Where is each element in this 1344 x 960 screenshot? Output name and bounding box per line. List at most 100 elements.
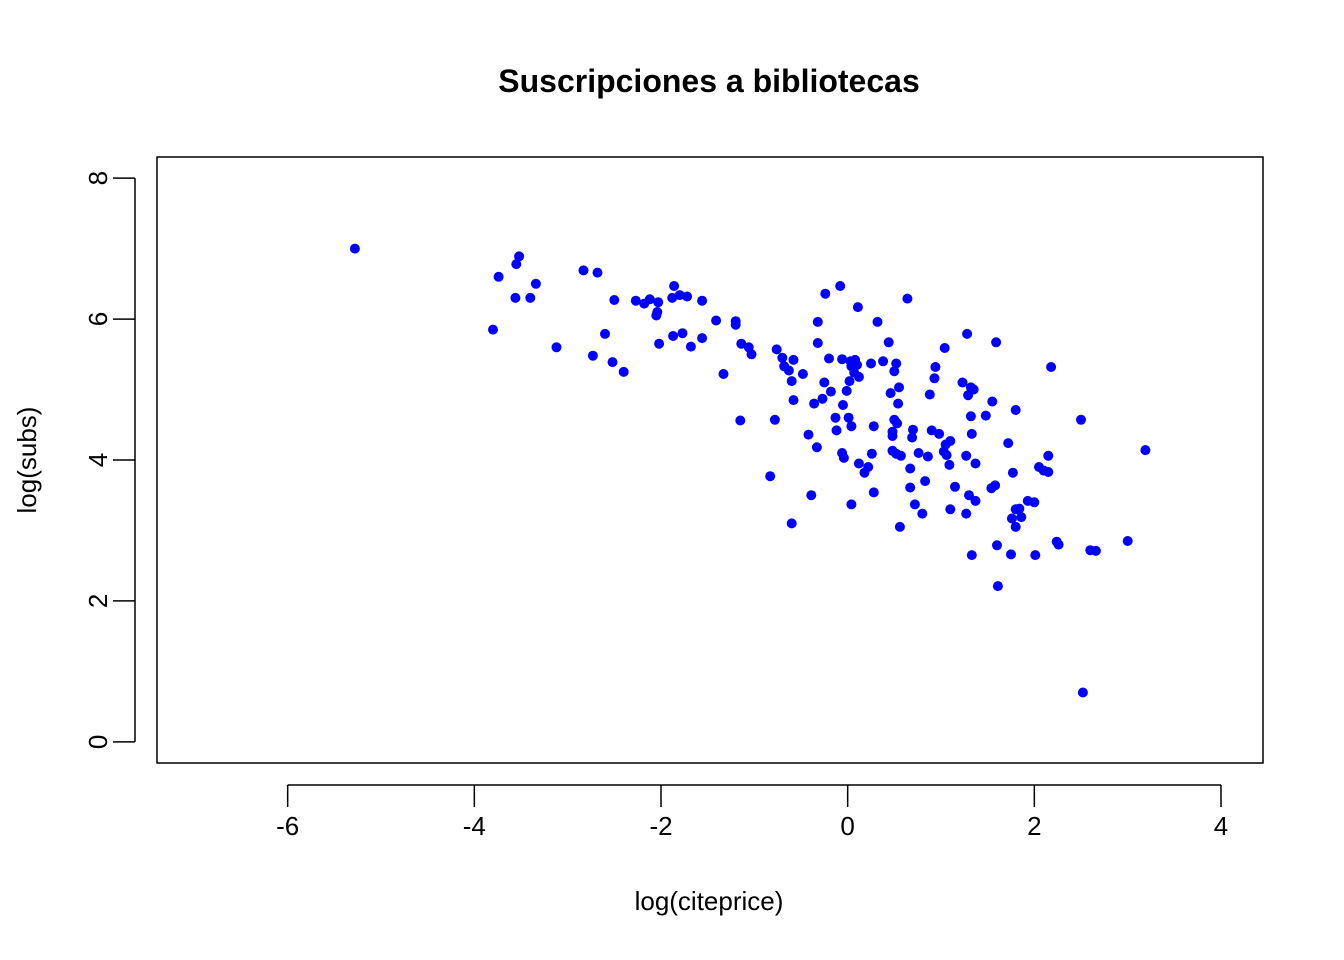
- data-point: [926, 425, 937, 436]
- data-point: [1006, 513, 1017, 524]
- data-point: [514, 251, 525, 262]
- data-point: [908, 424, 918, 435]
- data-point: [803, 429, 814, 440]
- data-point: [852, 359, 862, 370]
- data-point: [853, 458, 864, 469]
- data-point: [1010, 521, 1021, 532]
- data-point: [618, 366, 629, 377]
- data-point: [765, 471, 776, 482]
- data-point: [966, 428, 977, 439]
- data-point: [966, 550, 977, 561]
- data-point: [806, 490, 817, 501]
- data-point: [677, 328, 688, 339]
- x-tick-label: -6: [276, 811, 299, 841]
- data-point: [853, 371, 864, 382]
- data-point: [992, 540, 1002, 551]
- data-point: [941, 450, 952, 461]
- data-point: [736, 338, 747, 349]
- data-point: [866, 448, 877, 459]
- y-tick-label: 6: [83, 312, 113, 326]
- data-point: [812, 338, 823, 348]
- data-point: [992, 581, 1003, 592]
- data-point: [843, 412, 854, 423]
- y-tick-label: 8: [83, 171, 113, 185]
- chart-title: Suscripciones a bibliotecas: [498, 63, 919, 99]
- data-point: [907, 432, 918, 443]
- data-point: [811, 442, 822, 453]
- data-point: [872, 316, 883, 327]
- y-tick-label: 4: [83, 453, 113, 467]
- data-point: [838, 452, 849, 463]
- data-point: [922, 451, 933, 462]
- data-point: [961, 450, 972, 461]
- data-point: [551, 342, 562, 353]
- data-point: [1043, 450, 1054, 461]
- data-point: [788, 395, 799, 406]
- data-point: [730, 319, 741, 330]
- data-point: [1014, 503, 1025, 514]
- data-point: [1007, 467, 1018, 478]
- x-tick-label: 2: [1027, 811, 1041, 841]
- data-point: [812, 316, 823, 327]
- data-point: [917, 508, 928, 519]
- data-point: [905, 482, 916, 493]
- data-point: [964, 490, 974, 501]
- data-point: [934, 428, 945, 439]
- data-point: [668, 331, 679, 341]
- data-point: [944, 459, 955, 470]
- data-point: [674, 290, 685, 301]
- data-point: [653, 297, 664, 308]
- data-point: [735, 415, 746, 426]
- data-point: [644, 294, 655, 305]
- x-tick-label: -2: [649, 811, 672, 841]
- data-point: [1030, 550, 1041, 561]
- data-point: [1010, 405, 1021, 415]
- data-point: [893, 398, 904, 409]
- data-point: [929, 373, 940, 384]
- data-point: [685, 341, 696, 352]
- y-axis: 0 2 4 6 8: [83, 171, 136, 749]
- data-point: [488, 324, 498, 335]
- data-point: [525, 292, 536, 303]
- data-point: [530, 278, 541, 289]
- data-point: [939, 343, 950, 353]
- data-point: [920, 476, 931, 487]
- data-point: [578, 265, 589, 276]
- data-point: [846, 421, 857, 432]
- data-point: [1029, 497, 1040, 508]
- data-point: [786, 376, 797, 387]
- data-point: [986, 483, 997, 494]
- data-point: [1003, 438, 1014, 449]
- data-point: [905, 463, 916, 474]
- data-point: [902, 293, 913, 304]
- data-point: [1090, 545, 1101, 556]
- data-point: [349, 243, 360, 254]
- data-point: [587, 350, 598, 361]
- data-point: [652, 307, 663, 317]
- data-point: [883, 337, 894, 348]
- data-point: [1046, 362, 1057, 372]
- x-tick-label: -4: [463, 811, 486, 841]
- data-point: [493, 271, 504, 282]
- data-point: [825, 386, 836, 397]
- x-tick-label: 0: [840, 811, 854, 841]
- data-point: [654, 338, 665, 349]
- data-point: [930, 362, 941, 372]
- data-point: [771, 344, 782, 355]
- y-axis-label: log(subs): [12, 407, 42, 514]
- data-point: [819, 377, 830, 388]
- data-point: [838, 400, 848, 410]
- data-point: [987, 396, 998, 407]
- data-point: [894, 521, 905, 532]
- data-point: [669, 281, 680, 291]
- data-point: [962, 328, 973, 339]
- data-point: [697, 333, 708, 344]
- data-points: [349, 243, 1151, 698]
- data-point: [609, 295, 620, 305]
- data-point: [924, 389, 935, 400]
- data-point: [718, 369, 729, 379]
- data-point: [844, 376, 855, 387]
- data-point: [824, 353, 834, 364]
- data-point: [980, 410, 991, 421]
- data-point: [846, 499, 857, 510]
